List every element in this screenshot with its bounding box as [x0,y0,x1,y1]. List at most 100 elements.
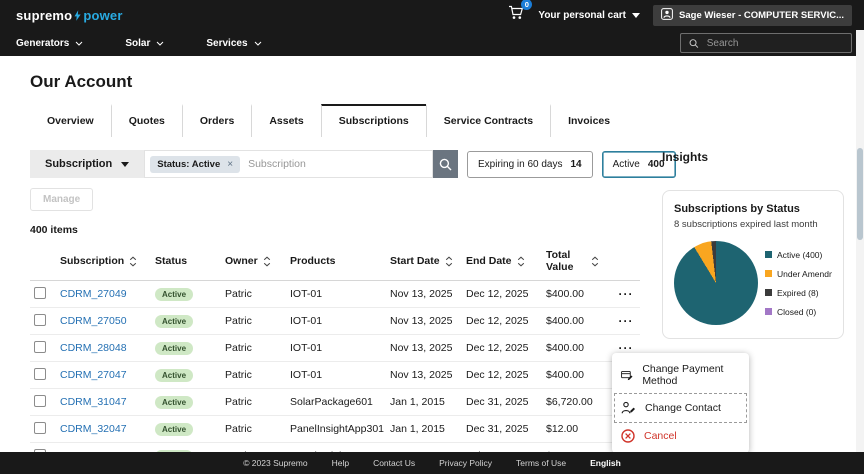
legend-swatch [765,308,772,315]
copyright-text: © 2023 Supremo [243,458,308,468]
products-cell: IOT-01 [290,288,323,301]
row-checkbox[interactable] [34,286,46,299]
tab-overview[interactable]: Overview [47,115,94,127]
table-row: CDRM_28048 Active Patric IOT-01 Nov 13, … [30,335,640,363]
sort-icon[interactable] [517,256,525,267]
footer-link-terms-of-use[interactable]: Terms of Use [516,458,567,468]
payment-card-edit-icon [621,371,633,381]
search-button[interactable] [433,150,458,178]
subscription-link[interactable]: CDRM_27049 [60,288,127,301]
row-actions-menu-button[interactable]: ··· [612,314,640,328]
insights-heading: Insights [662,150,709,164]
sort-icon[interactable] [263,256,271,267]
column-end-date[interactable]: End Date [466,255,546,267]
top-header: supremo power 0 Your personal cart [0,0,864,56]
row-checkbox[interactable] [34,313,46,326]
scrollbar-thumb[interactable] [857,148,863,240]
sort-icon[interactable] [445,256,453,267]
row-actions-menu-button[interactable]: ··· [612,287,640,301]
start-date-cell: Nov 13, 2025 [390,342,453,355]
start-date-cell: Jan 1, 2015 [390,396,445,409]
subscription-link[interactable]: CDRM_32047 [60,423,127,436]
footer-link-privacy-policy[interactable]: Privacy Policy [439,458,493,468]
status-pie-chart [674,241,758,325]
column-start-date[interactable]: Start Date [390,255,466,267]
menu-item-change-contact[interactable]: Change Contact [614,393,747,423]
legend-swatch [765,270,772,277]
end-date-cell: Dec 12, 2025 [466,369,529,382]
owner-cell: Patric [225,423,252,436]
tab-invoices[interactable]: Invoices [550,104,627,137]
user-account-button[interactable]: Sage Wieser - COMPUTER SERVIC... [653,4,852,26]
user-icon [661,7,673,23]
search-icon [439,158,452,170]
filter-active[interactable]: Active 400 [601,150,676,178]
products-cell: IOT-01 [290,315,323,328]
global-search-input[interactable] [706,37,843,49]
status-badge: Active [155,314,194,328]
tab-service-contracts[interactable]: Service Contracts [425,104,550,137]
cart-button[interactable]: 0 [508,0,533,25]
filter-toolbar: Subscription Status: Active × Expiring i… [30,150,864,178]
column-total-value[interactable]: Total Value [546,249,612,273]
row-checkbox[interactable] [34,394,46,407]
owner-cell: Patric [225,315,252,328]
start-date-cell: Nov 13, 2025 [390,315,453,328]
brand-logo[interactable]: supremo power [16,8,123,23]
row-checkbox[interactable] [34,367,46,380]
chart-subtitle: 8 subscriptions expired last month [674,219,818,230]
table-row: CDRM_27050 Active Patric IOT-01 Nov 13, … [30,308,640,336]
search-category-label: Subscription [45,158,113,170]
user-name-label: Sage Wieser - COMPUTER SERVIC... [679,9,844,21]
tab-assets[interactable]: Assets [251,104,320,137]
tab-orders[interactable]: Orders [181,104,251,137]
active-count: 400 [647,158,665,170]
end-date-cell: Dec 12, 2025 [466,315,529,328]
cancel-circle-icon [621,429,635,443]
total-value-cell: $12.00 [546,423,579,436]
search-category-dropdown[interactable]: Subscription [30,150,144,178]
subscription-search-input[interactable] [248,158,427,170]
nav-services[interactable]: Services [206,38,261,49]
row-checkbox[interactable] [34,421,46,434]
sort-icon[interactable] [129,256,137,267]
legend-item-expired: Expired (8) [765,288,832,298]
end-date-cell: Dec 12, 2025 [466,342,529,355]
column-owner[interactable]: Owner [225,255,290,267]
menu-item-cancel[interactable]: Cancel [615,422,746,450]
chip-close-icon[interactable]: × [227,158,234,170]
personal-cart-dropdown[interactable]: Your personal cart [538,10,641,21]
footer-link-help[interactable]: Help [331,458,350,468]
row-checkbox[interactable] [34,340,46,353]
total-value-cell: $6,720.00 [546,396,593,409]
owner-cell: Patric [225,369,252,382]
subscription-link[interactable]: CDRM_27050 [60,315,127,328]
table-row: CDRM_31047 Active Patric SolarPackage601… [30,389,640,417]
subscription-link[interactable]: CDRM_28048 [60,342,127,355]
cart-count-badge: 0 [521,0,533,10]
subscription-search-field: Status: Active × [144,150,433,178]
filter-expiring-60-days[interactable]: Expiring in 60 days 14 [467,150,593,178]
vertical-scrollbar[interactable] [856,30,864,452]
tab-subscriptions[interactable]: Subscriptions [320,104,426,137]
row-actions-context-menu: Change Payment Method Change Contact Can… [612,353,749,453]
footer-language-selector[interactable]: English [590,458,621,468]
global-search-box[interactable] [680,33,852,53]
products-cell: SolarPackage601 [290,396,373,409]
subscription-link[interactable]: CDRM_31047 [60,396,127,409]
nav-solar[interactable]: Solar [125,38,164,49]
status-badge: Active [155,287,194,301]
subscription-link[interactable]: CDRM_27047 [60,369,127,382]
tab-quotes[interactable]: Quotes [110,104,182,137]
nav-generators[interactable]: Generators [16,38,83,49]
row-actions-menu-button[interactable]: ··· [612,341,640,355]
menu-item-change-payment-method[interactable]: Change Payment Method [615,356,746,394]
sort-icon[interactable] [591,256,599,267]
status-badge: Active [155,368,194,382]
manage-button[interactable]: Manage [30,188,94,211]
footer-link-contact-us[interactable]: Contact Us [373,458,416,468]
table-row: CDRM_27049 Active Patric IOT-01 Nov 13, … [30,281,640,309]
end-date-cell: Dec 12, 2025 [466,288,529,301]
column-subscription[interactable]: Subscription [60,255,155,267]
expiring-count: 14 [570,158,582,170]
